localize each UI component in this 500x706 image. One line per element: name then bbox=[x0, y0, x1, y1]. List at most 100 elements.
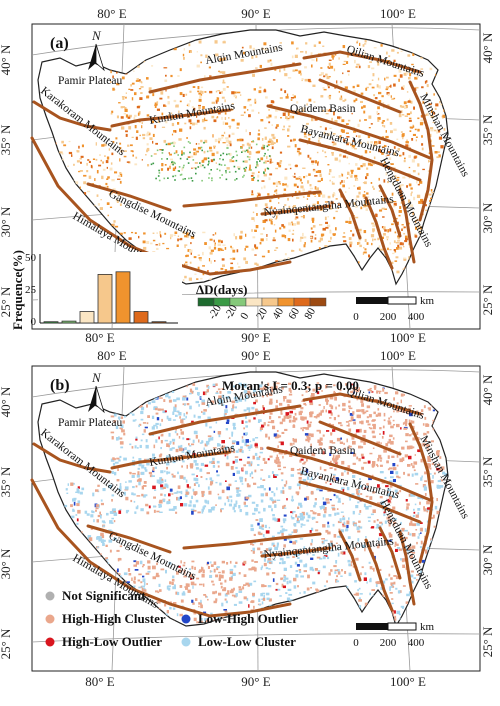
lisa-legend: Not Significant High-High Cluster Low-Hi… bbox=[45, 588, 298, 649]
bottom-tick-100: 100° E bbox=[390, 330, 426, 345]
legend-swatch-not-significant bbox=[45, 591, 55, 601]
legend-swatch-high-high bbox=[45, 614, 55, 624]
colorbar-tick-3: 20 bbox=[254, 306, 270, 322]
b-right-tick-35: 35° N bbox=[480, 456, 495, 487]
panel-a: Alqin Mountains Qilian MountainsKarakoram… bbox=[0, 6, 495, 345]
right-tick-35: 35° N bbox=[480, 114, 495, 145]
b-qaidem-label: Qaidem Basin bbox=[290, 445, 356, 457]
b-left-tick-30: 30° N bbox=[0, 548, 13, 579]
histogram-bar-4 bbox=[115, 271, 131, 324]
legend-label-high-low: High-Low Outlier bbox=[62, 634, 162, 649]
legend-swatch-low-low bbox=[181, 637, 191, 647]
colorbar: ΔD(days) -20-200 20 40 60 80 bbox=[196, 282, 327, 322]
left-tick-30: 30° N bbox=[0, 206, 13, 237]
ridge-b-14 bbox=[398, 530, 416, 606]
ridge-b-0 bbox=[30, 478, 292, 618]
colorbar-cell-6 bbox=[293, 297, 311, 307]
left-tick-25: 25° N bbox=[0, 286, 13, 317]
ridge-a-11 bbox=[338, 188, 362, 240]
scalebar-b: km 0 200 400 bbox=[353, 621, 434, 649]
b-left-tick-40: 40° N bbox=[0, 386, 13, 417]
scalebar-b-400: 400 bbox=[408, 637, 425, 649]
b-right-tick-25: 25° N bbox=[480, 626, 495, 657]
histogram-bar-2 bbox=[79, 311, 95, 324]
north-arrow-left-a bbox=[88, 44, 96, 70]
ridge-a-13 bbox=[378, 184, 402, 238]
b-top-tick-80: 80° E bbox=[97, 348, 126, 363]
bottom-tick-80: 80° E bbox=[85, 330, 114, 345]
ridge-a-2 bbox=[110, 108, 232, 128]
north-arrow-a: N bbox=[88, 28, 105, 72]
ridge-a-5 bbox=[266, 104, 432, 160]
ridge-b-13 bbox=[378, 526, 402, 580]
histogram-ytick-0: 0 bbox=[31, 316, 37, 328]
colorbar-tick-4: 40 bbox=[270, 306, 286, 322]
left-tick-35: 35° N bbox=[0, 124, 13, 155]
colorbar-cell-5 bbox=[277, 297, 295, 307]
b-left-tick-25: 25° N bbox=[0, 628, 13, 659]
b-bottom-tick-90: 90° E bbox=[241, 674, 270, 689]
histogram: Frequence(%) 0 25 50 bbox=[10, 250, 182, 330]
ridge-b-12 bbox=[364, 538, 394, 612]
legend-label-low-low: Low-Low Cluster bbox=[198, 634, 296, 649]
histogram-bar-0 bbox=[43, 321, 59, 324]
scalebar-a-black bbox=[356, 297, 388, 304]
right-tick-30: 30° N bbox=[480, 202, 495, 233]
ridge-b-10 bbox=[182, 532, 322, 550]
north-arrow-left-b bbox=[88, 386, 96, 412]
colorbar-cell-4 bbox=[261, 297, 279, 307]
panel-a-letter: (a) bbox=[50, 35, 69, 52]
a-qaidem-label: Qaidem Basin bbox=[290, 103, 356, 115]
top-tick-90: 90° E bbox=[241, 6, 270, 21]
b-top-tick-100: 100° E bbox=[380, 348, 416, 363]
b-bottom-tick-80: 80° E bbox=[85, 674, 114, 689]
b-pamir-label: Pamir Plateau bbox=[58, 417, 122, 429]
right-tick-25: 25° N bbox=[480, 284, 495, 315]
bottom-tick-90: 90° E bbox=[241, 330, 270, 345]
ridge-b-4 bbox=[302, 392, 422, 416]
colorbar-tick-2: 0 bbox=[238, 310, 251, 321]
colorbar-cell-7 bbox=[309, 297, 327, 307]
histogram-ylabel: Frequence(%) bbox=[10, 250, 25, 330]
b-left-tick-35: 35° N bbox=[0, 466, 13, 497]
left-tick-40: 40° N bbox=[0, 44, 13, 75]
north-arrow-right-b bbox=[95, 385, 105, 414]
ridge-a-6 bbox=[298, 138, 422, 182]
ridge-a-9 bbox=[86, 182, 172, 212]
colorbar-tick-5: 60 bbox=[286, 306, 302, 322]
scalebar-a-unit: km bbox=[420, 295, 435, 307]
scalebar-b-unit: km bbox=[420, 621, 435, 633]
north-arrow-right-a bbox=[95, 43, 105, 72]
scalebar-b-0: 0 bbox=[353, 637, 359, 649]
ridge-b-15 bbox=[260, 546, 332, 558]
mountain-ridges-b bbox=[30, 392, 434, 618]
colorbar-title: ΔD(days) bbox=[196, 282, 248, 297]
ridge-a-15 bbox=[260, 204, 332, 216]
legend-label-not-significant: Not Significant bbox=[62, 588, 146, 603]
morans-i-title: Moran's I = 0.3; p = 0.00 bbox=[222, 378, 359, 393]
ridge-b-8 bbox=[408, 422, 434, 564]
ridge-b-9 bbox=[86, 524, 172, 554]
scalebar-a-200: 200 bbox=[380, 311, 397, 323]
ridge-a-3 bbox=[148, 62, 302, 94]
legend-swatch-high-low bbox=[45, 637, 55, 647]
histogram-bar-3 bbox=[97, 273, 113, 324]
ridge-b-1 bbox=[32, 442, 112, 474]
ridge-a-4 bbox=[302, 50, 422, 74]
b-right-tick-30: 30° N bbox=[480, 544, 495, 575]
a-pamir-label: Pamir Plateau bbox=[58, 75, 122, 87]
colorbar-cell-3 bbox=[245, 297, 263, 307]
scalebar-a: km 0 200 400 bbox=[353, 295, 434, 323]
north-label-a: N bbox=[91, 28, 102, 43]
histogram-bar-5 bbox=[133, 311, 149, 324]
top-tick-100: 100° E bbox=[380, 6, 416, 21]
histogram-bar-6 bbox=[151, 321, 167, 324]
ridge-a-1 bbox=[32, 100, 112, 132]
ridge-a-10 bbox=[182, 190, 322, 208]
ridge-b-3 bbox=[148, 404, 302, 436]
histogram-ytick-25: 25 bbox=[25, 284, 37, 296]
north-arrow-b: N bbox=[88, 370, 105, 414]
histogram-ytick-50: 50 bbox=[25, 252, 37, 264]
